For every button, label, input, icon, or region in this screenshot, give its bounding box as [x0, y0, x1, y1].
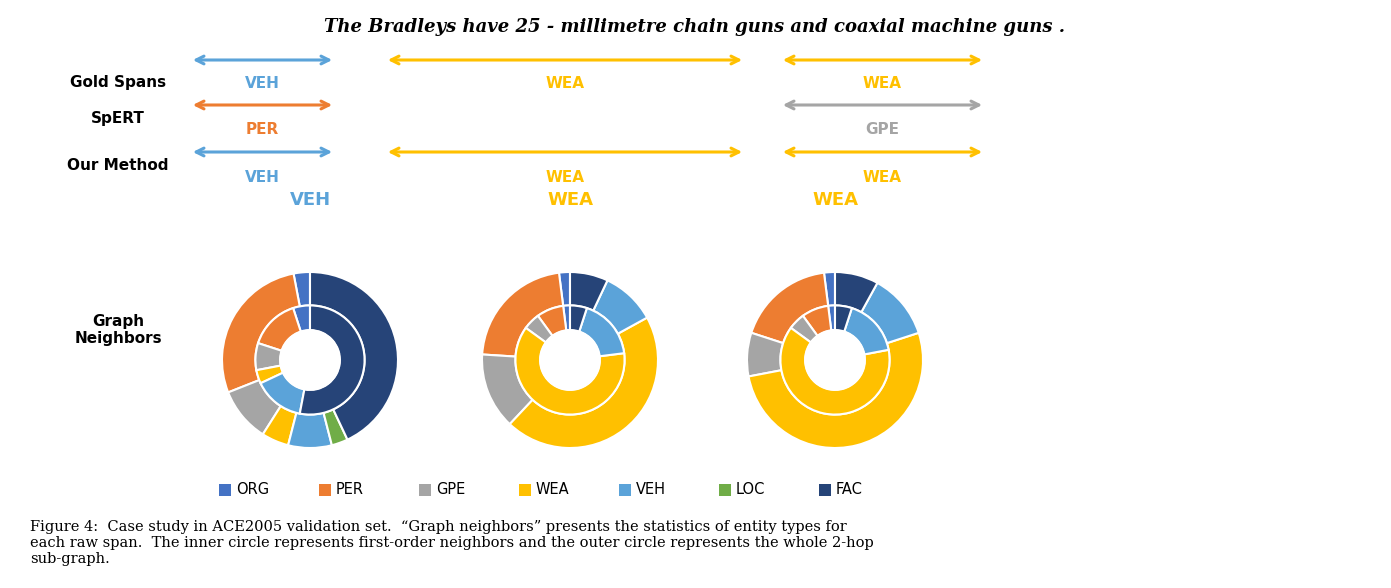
Wedge shape	[538, 306, 566, 336]
FancyBboxPatch shape	[519, 484, 531, 496]
Text: The Bradleys have 25 - millimetre chain guns and coaxial machine guns .: The Bradleys have 25 - millimetre chain …	[324, 18, 1066, 36]
Wedge shape	[780, 328, 890, 415]
Text: PER: PER	[246, 122, 280, 136]
Text: WEA: WEA	[862, 171, 901, 185]
Wedge shape	[260, 373, 305, 413]
Text: VEH: VEH	[245, 171, 280, 185]
Wedge shape	[570, 305, 587, 332]
Wedge shape	[835, 272, 878, 312]
Wedge shape	[483, 273, 563, 356]
Wedge shape	[559, 272, 570, 306]
Text: LOC: LOC	[736, 483, 765, 497]
Text: WEA: WEA	[812, 191, 858, 209]
Wedge shape	[228, 380, 281, 435]
Wedge shape	[256, 366, 282, 383]
Wedge shape	[294, 272, 310, 306]
Wedge shape	[579, 308, 625, 356]
Text: ORG: ORG	[236, 483, 268, 497]
Circle shape	[805, 330, 865, 390]
FancyBboxPatch shape	[719, 484, 732, 496]
Circle shape	[540, 330, 600, 390]
Text: Figure 4:  Case study in ACE2005 validation set.  “Graph neighbors” presents the: Figure 4: Case study in ACE2005 validati…	[31, 520, 874, 566]
FancyBboxPatch shape	[319, 484, 331, 496]
Wedge shape	[223, 273, 300, 392]
Wedge shape	[324, 409, 348, 445]
Text: Our Method: Our Method	[67, 158, 168, 172]
Text: VEH: VEH	[636, 483, 666, 497]
Wedge shape	[310, 272, 398, 440]
Wedge shape	[509, 318, 658, 448]
Text: WEA: WEA	[545, 171, 584, 185]
Text: VEH: VEH	[289, 191, 331, 209]
Wedge shape	[861, 283, 918, 343]
Text: FAC: FAC	[836, 483, 862, 497]
Wedge shape	[791, 316, 818, 342]
Wedge shape	[256, 343, 281, 370]
Wedge shape	[844, 308, 889, 355]
Wedge shape	[835, 305, 851, 332]
Wedge shape	[263, 406, 296, 445]
Text: WEA: WEA	[545, 76, 584, 92]
Text: PER: PER	[337, 483, 364, 497]
Wedge shape	[300, 305, 364, 415]
Wedge shape	[259, 308, 300, 351]
FancyBboxPatch shape	[619, 484, 632, 496]
Text: Gold Spans: Gold Spans	[70, 75, 166, 89]
Wedge shape	[828, 305, 835, 330]
Text: SpERT: SpERT	[90, 111, 145, 125]
Wedge shape	[823, 272, 835, 306]
Wedge shape	[593, 280, 647, 334]
Text: WEA: WEA	[547, 191, 593, 209]
Wedge shape	[483, 355, 533, 424]
Text: WEA: WEA	[536, 483, 570, 497]
Text: Graph
Neighbors: Graph Neighbors	[74, 314, 161, 346]
Wedge shape	[748, 333, 924, 448]
Wedge shape	[288, 413, 332, 448]
FancyBboxPatch shape	[819, 484, 830, 496]
Text: WEA: WEA	[862, 76, 901, 92]
Wedge shape	[747, 333, 783, 376]
Circle shape	[280, 330, 339, 390]
Wedge shape	[570, 272, 608, 310]
FancyBboxPatch shape	[419, 484, 431, 496]
Text: VEH: VEH	[245, 76, 280, 92]
Wedge shape	[803, 306, 832, 336]
Text: GPE: GPE	[865, 122, 900, 136]
Wedge shape	[563, 305, 570, 330]
Wedge shape	[516, 328, 625, 415]
Wedge shape	[294, 305, 310, 332]
Wedge shape	[526, 316, 552, 342]
FancyBboxPatch shape	[218, 484, 231, 496]
Wedge shape	[751, 273, 828, 343]
Text: GPE: GPE	[435, 483, 465, 497]
